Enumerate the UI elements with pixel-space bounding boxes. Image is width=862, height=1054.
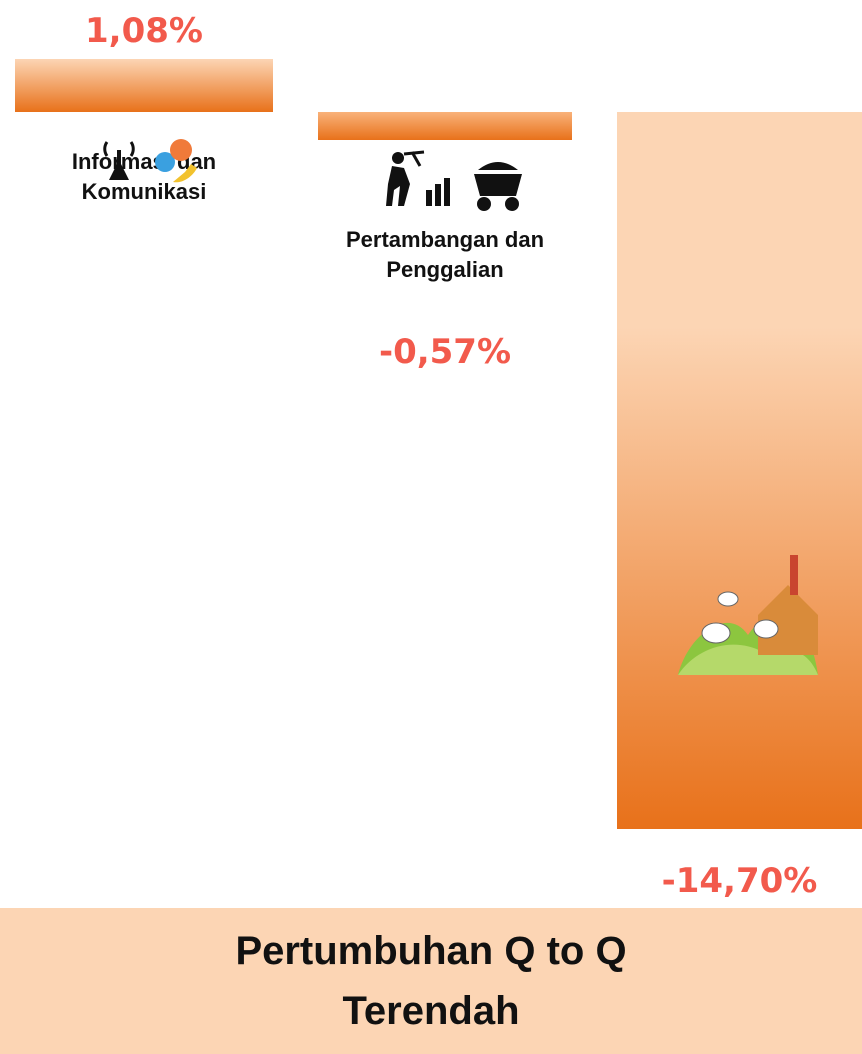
chart-title: Pertumbuhan Q to Q Terendah [171, 921, 691, 1041]
ict-icon [95, 136, 215, 188]
farm-icon [678, 555, 818, 680]
value-label: 1,08% [15, 11, 273, 51]
value-label: -14,70% [617, 861, 862, 901]
category-label: Pertambangan dan Penggalian [340, 225, 550, 285]
value-label: -0,57% [318, 332, 572, 372]
banner: Pertumbuhan Q to Q Terendah [0, 908, 862, 1054]
bar [15, 59, 273, 112]
bar [318, 112, 572, 140]
mining-icon [382, 150, 532, 214]
chart: Pertanian, Kehutanan, dan Perikanan-14,7… [0, 0, 862, 1054]
bar [617, 112, 862, 829]
